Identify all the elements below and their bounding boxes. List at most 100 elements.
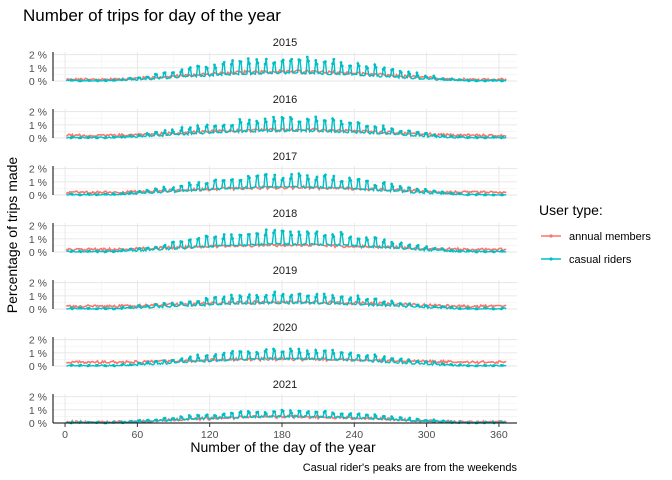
- casual-point: [180, 301, 184, 305]
- casual-point: [213, 63, 216, 67]
- casual-point: [79, 306, 83, 310]
- casual-point: [416, 188, 420, 192]
- casual-point: [450, 305, 454, 309]
- casual-point: [366, 238, 369, 242]
- casual-point: [415, 71, 419, 75]
- casual-point: [305, 55, 309, 59]
- casual-point: [113, 78, 116, 82]
- casual-point: [290, 293, 294, 297]
- casual-point: [87, 363, 91, 367]
- casual-point: [433, 76, 437, 80]
- casual-point: [214, 295, 218, 299]
- casual-point: [442, 305, 445, 309]
- casual-point: [458, 307, 462, 311]
- casual-point: [197, 65, 201, 68]
- panel-strip-label: 2017: [273, 151, 297, 163]
- casual-point: [416, 360, 420, 364]
- casual-point: [264, 348, 268, 352]
- casual-point: [492, 135, 496, 139]
- casual-point: [425, 189, 429, 193]
- casual-point: [256, 174, 260, 178]
- casual-point: [87, 193, 91, 196]
- casual-point: [231, 349, 234, 353]
- casual-point: [332, 174, 336, 178]
- casual-point: [408, 186, 412, 190]
- casual-point: [374, 126, 378, 129]
- casual-point: [332, 296, 336, 300]
- casual-point: [315, 119, 319, 123]
- casual-point: [425, 304, 429, 308]
- y-tick-label: 0 %: [29, 190, 47, 202]
- casual-point: [492, 78, 496, 82]
- casual-point: [272, 231, 275, 235]
- casual-point: [501, 364, 504, 367]
- casual-point: [222, 351, 226, 355]
- panel-strip-label: 2016: [273, 94, 297, 106]
- casual-point: [416, 130, 420, 134]
- casual-point: [289, 409, 292, 413]
- casual-point: [155, 359, 159, 363]
- casual-point: [349, 412, 353, 415]
- casual-point: [357, 297, 361, 301]
- casual-point: [475, 307, 479, 311]
- x-tick-label: 0: [62, 429, 68, 441]
- casual-point: [155, 418, 159, 422]
- casual-point: [205, 235, 209, 239]
- casual-point: [229, 63, 233, 66]
- casual-point: [323, 409, 327, 413]
- casual-point: [357, 64, 361, 68]
- casual-point: [442, 191, 445, 195]
- casual-point: [340, 232, 344, 236]
- casual-point: [484, 79, 488, 83]
- casual-point: [383, 355, 386, 359]
- casual-point: [239, 410, 243, 414]
- casual-point: [492, 250, 496, 254]
- casual-point: [298, 233, 302, 237]
- casual-point: [79, 79, 83, 83]
- casual-point: [433, 246, 437, 250]
- casual-point: [113, 250, 116, 253]
- casual-point: [314, 115, 318, 119]
- casual-point: [331, 178, 335, 182]
- casual-point: [163, 243, 167, 247]
- x-tick-label: 300: [418, 429, 436, 441]
- casual-point: [188, 415, 192, 419]
- y-tick-label: 2 %: [29, 335, 47, 347]
- casual-point: [501, 193, 504, 197]
- casual-point: [172, 303, 175, 307]
- casual-point: [188, 183, 192, 187]
- casual-point: [263, 233, 267, 237]
- casual-point: [467, 135, 471, 139]
- casual-point: [314, 59, 318, 62]
- casual-point: [205, 182, 209, 185]
- casual-point: [281, 350, 285, 354]
- casual-point: [383, 180, 386, 184]
- casual-point: [231, 123, 234, 127]
- casual-point: [70, 249, 74, 253]
- casual-point: [104, 364, 108, 368]
- y-tick-label: 1 %: [29, 348, 47, 360]
- casual-point: [322, 292, 326, 296]
- casual-point: [289, 347, 292, 351]
- casual-point: [305, 174, 309, 177]
- y-tick-label: 2 %: [29, 221, 47, 233]
- casual-point: [332, 235, 336, 239]
- casual-point: [484, 250, 488, 254]
- casual-point: [323, 295, 327, 299]
- casual-point: [146, 133, 150, 136]
- casual-point: [323, 233, 327, 237]
- casual-point: [138, 305, 142, 308]
- casual-point: [492, 364, 496, 367]
- casual-point: [162, 185, 166, 189]
- casual-point: [104, 250, 108, 254]
- casual-point: [315, 351, 319, 355]
- casual-point: [96, 79, 99, 83]
- casual-point: [155, 130, 159, 134]
- casual-point: [281, 292, 285, 296]
- casual-point: [129, 363, 133, 367]
- x-axis-title: Number of the day of the year: [190, 439, 376, 455]
- casual-point: [138, 189, 142, 193]
- casual-point: [315, 410, 319, 414]
- casual-point: [450, 248, 454, 252]
